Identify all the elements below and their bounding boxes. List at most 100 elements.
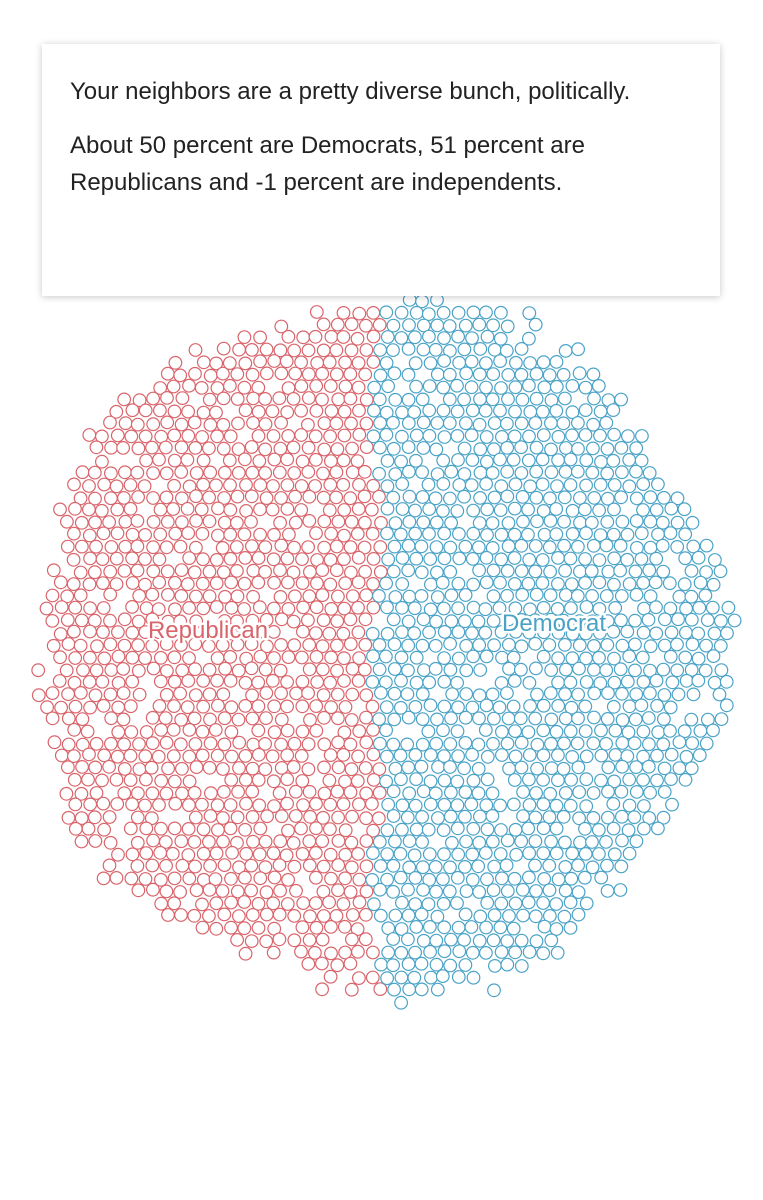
democrat-dot (436, 896, 451, 911)
democrat-dot (600, 614, 615, 628)
democrat-dot (450, 404, 465, 419)
democrat-dot (551, 773, 565, 788)
democrat-dot (437, 354, 452, 368)
democrat-dot (408, 330, 422, 345)
democrat-dot (536, 600, 551, 615)
republican-dot (125, 625, 140, 640)
democrat-dot (421, 897, 436, 912)
republican-dot (208, 872, 223, 886)
republican-dot (224, 871, 238, 886)
democrat-dot (601, 564, 616, 579)
democrat-dot (587, 686, 602, 701)
democrat-dot (442, 392, 457, 407)
republican-dot (372, 489, 386, 504)
democrat-dot (436, 380, 451, 395)
democrat-dot (587, 491, 602, 505)
republican-dot (216, 785, 231, 799)
democrat-dot (401, 440, 416, 455)
democrat-dot (537, 380, 552, 395)
republican-dot (324, 871, 338, 886)
democrat-dot (592, 503, 606, 518)
democrat-dot (486, 883, 501, 897)
republican-dot (130, 539, 145, 554)
republican-dot (329, 490, 344, 505)
republican-dot (372, 762, 387, 776)
democrat-dot (656, 564, 671, 579)
republican-dot (324, 650, 339, 665)
democrat-dot (551, 453, 565, 468)
republican-dot (130, 465, 145, 480)
democrat-dot (508, 822, 523, 837)
republican-dot (94, 429, 109, 444)
democrat-dot (422, 403, 437, 418)
democrat-dot (374, 686, 388, 700)
democrat-dot (494, 479, 509, 494)
republican-dot (371, 811, 386, 826)
democrat-dot (487, 442, 501, 457)
republican-dot (309, 403, 324, 418)
democrat-dot (570, 464, 585, 479)
republican-dot (160, 391, 174, 405)
democrat-dot (402, 786, 417, 801)
republican-dot (196, 477, 211, 492)
republican-dot (130, 514, 145, 528)
democrat-dot (622, 479, 637, 494)
republican-dot (159, 858, 174, 873)
republican-dot (187, 415, 202, 430)
democrat-dot (528, 636, 543, 651)
republican-dot (366, 600, 381, 615)
democrat-dot (373, 859, 388, 873)
republican-dot (215, 762, 230, 776)
democrat-dot (565, 379, 580, 393)
democrat-dot (408, 748, 423, 762)
republican-dot (351, 550, 366, 565)
republican-dot (251, 404, 266, 419)
democrat-dot (536, 748, 551, 763)
republican-dot (188, 662, 203, 677)
democrat-dot (494, 552, 509, 567)
democrat-dot (664, 772, 678, 786)
democrat-dot (429, 442, 444, 457)
democrat-dot (473, 342, 488, 356)
republican-dot (344, 317, 359, 332)
democrat-dot (379, 774, 394, 789)
democrat-dot (394, 331, 409, 345)
democrat-dot (422, 379, 437, 394)
democrat-dot (465, 331, 479, 346)
democrat-dot (465, 872, 480, 887)
democrat-dot (649, 551, 664, 566)
democrat-dot (522, 331, 536, 346)
democrat-dot (445, 687, 460, 701)
republican-dot (352, 651, 367, 665)
democrat-dot (606, 403, 621, 418)
republican-dot (324, 602, 339, 616)
republican-dot (315, 392, 329, 407)
republican-dot (309, 870, 323, 885)
democrat-dot (416, 784, 431, 799)
democrat-dot (558, 860, 573, 874)
republican-dot (209, 576, 224, 591)
republican-dot (54, 700, 68, 715)
republican-dot (302, 933, 317, 947)
democrat-dot (514, 834, 529, 849)
democrat-dot (677, 502, 692, 517)
republican-dot (216, 391, 231, 406)
democrat-dot (563, 675, 578, 690)
democrat-dot (514, 367, 529, 382)
democrat-dot (451, 329, 466, 344)
democrat-dot (409, 453, 423, 468)
democrat-dot (670, 663, 685, 678)
democrat-dot (381, 552, 396, 567)
republican-dot (202, 514, 217, 529)
democrat-dot (521, 527, 535, 542)
republican-dot (146, 466, 161, 481)
republican-dot (73, 588, 88, 603)
republican-dot (174, 465, 189, 479)
republican-dot (272, 391, 287, 406)
democrat-dot (600, 638, 615, 652)
republican-dot (102, 810, 117, 824)
democrat-dot (613, 563, 627, 578)
democrat-dot (452, 527, 466, 541)
democrat-dot (515, 490, 530, 504)
republican-dot (265, 749, 280, 764)
